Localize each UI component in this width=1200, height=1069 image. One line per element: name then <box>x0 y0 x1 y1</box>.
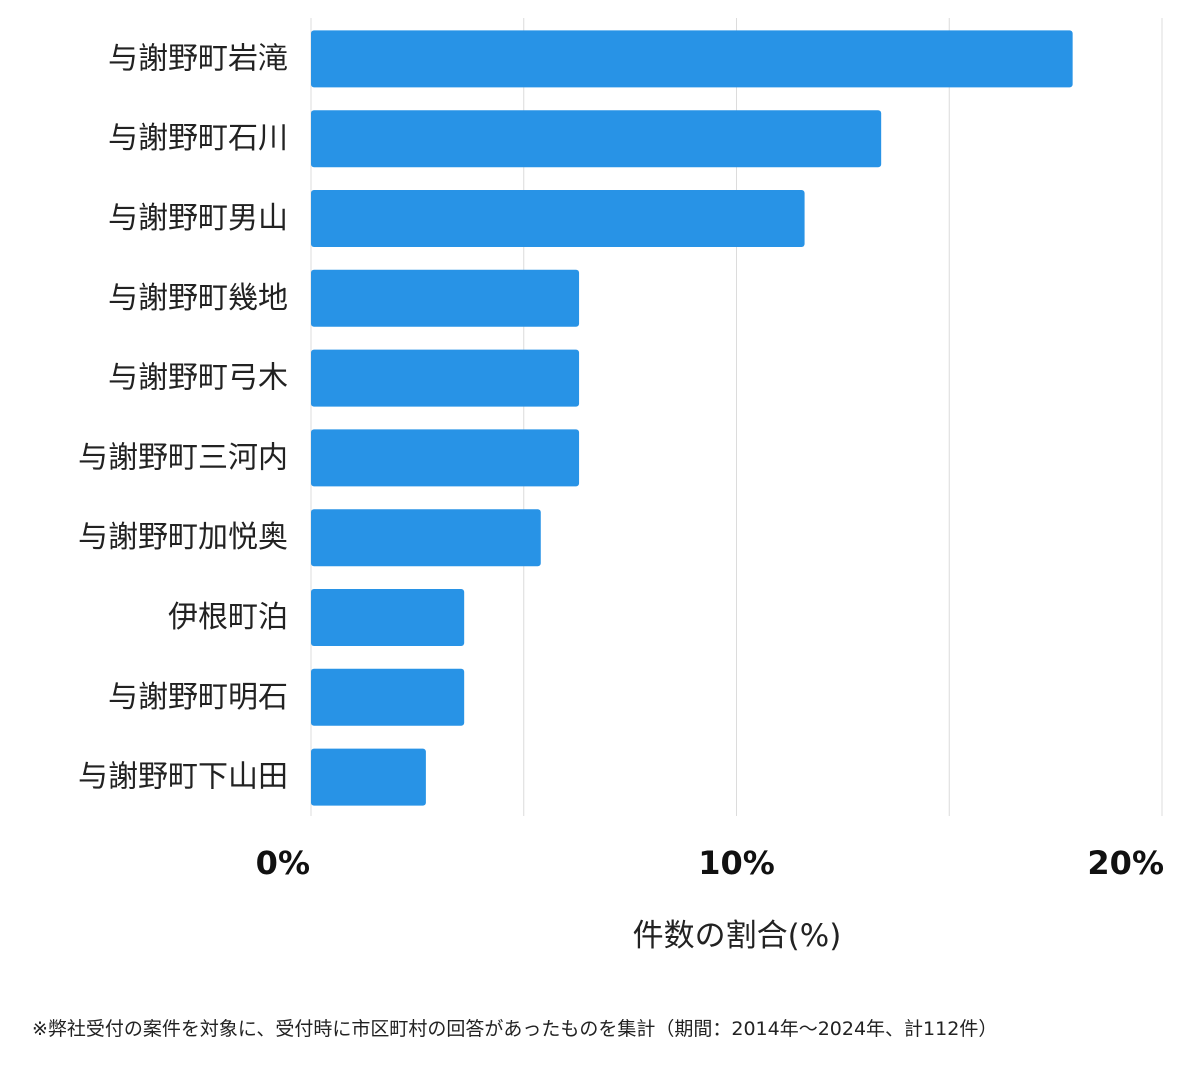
x-axis-title: 件数の割合(%) <box>633 918 842 954</box>
category-label: 与謝野町男山 <box>108 201 288 236</box>
bar <box>311 509 541 567</box>
x-tick-labels: 0% 10% 20% <box>256 844 1164 882</box>
bar <box>311 190 805 247</box>
bar <box>311 349 580 407</box>
category-label: 与謝野町石川 <box>108 121 288 156</box>
category-label: 伊根町泊 <box>168 600 288 635</box>
bar <box>311 668 465 726</box>
bar <box>311 429 580 487</box>
bar <box>311 30 1073 88</box>
category-label: 与謝野町弓木 <box>108 361 288 396</box>
footnote: ※弊社受付の案件を対象に、受付時に市区町村の回答があったものを集計（期間：201… <box>32 1018 997 1040</box>
category-label: 与謝野町加悦奥 <box>78 520 288 555</box>
category-labels: 与謝野町岩滝与謝野町石川与謝野町男山与謝野町幾地与謝野町弓木与謝野町三河内与謝野… <box>78 41 288 794</box>
category-label: 与謝野町下山田 <box>78 760 288 795</box>
category-label: 与謝野町明石 <box>108 680 288 715</box>
bar <box>311 269 580 327</box>
category-label: 与謝野町幾地 <box>108 281 288 316</box>
bar <box>311 589 465 646</box>
x-tick-label: 0% <box>256 844 310 882</box>
bars <box>311 30 1073 806</box>
category-label: 与謝野町岩滝 <box>108 41 288 76</box>
category-label: 与謝野町三河内 <box>78 440 288 475</box>
bar <box>311 748 426 806</box>
bar <box>311 110 882 168</box>
x-tick-label: 20% <box>1087 844 1164 882</box>
x-tick-label: 10% <box>698 844 775 882</box>
